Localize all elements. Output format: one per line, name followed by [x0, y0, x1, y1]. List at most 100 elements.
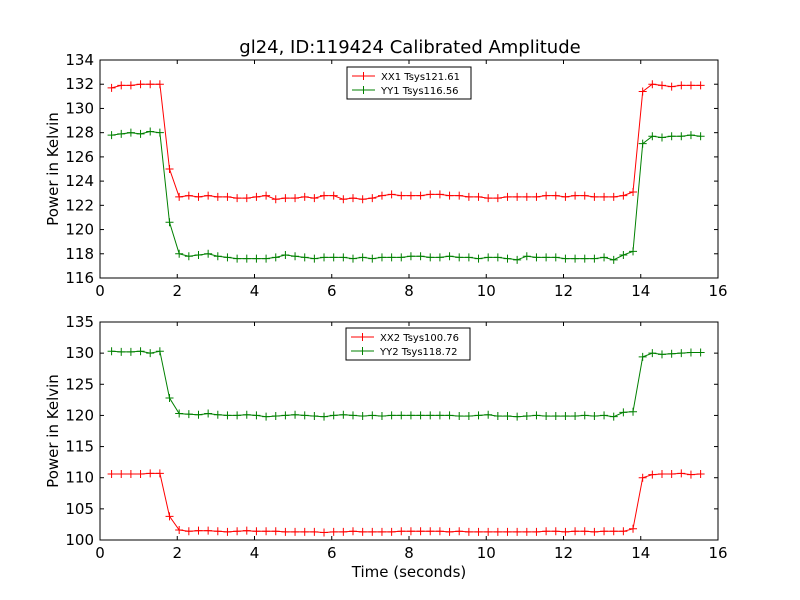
y-tick-label: 110 [65, 469, 94, 487]
data-point [406, 191, 415, 200]
data-point [542, 191, 551, 200]
data-point [300, 192, 309, 201]
data-point [513, 192, 522, 201]
data-point [474, 411, 483, 420]
data-point [600, 192, 609, 201]
data-point [619, 191, 628, 200]
data-point [368, 254, 377, 263]
x-tick-label: 0 [95, 282, 105, 300]
y-tick-label: 132 [65, 75, 94, 93]
data-point [619, 408, 628, 417]
data-point [657, 350, 666, 359]
data-point [561, 527, 570, 536]
x-tick-label: 12 [554, 282, 573, 300]
data-point [320, 528, 329, 537]
data-point [233, 527, 242, 536]
data-point [493, 194, 502, 203]
data-point [320, 191, 329, 200]
data-point [184, 410, 193, 419]
data-point [686, 81, 695, 90]
legend-label: XX1 Tsys121.61 [381, 72, 460, 83]
data-point [329, 411, 338, 420]
data-point [165, 165, 174, 173]
y-tick-label: 135 [65, 313, 94, 331]
data-point [464, 527, 473, 536]
data-point [696, 81, 705, 90]
data-point [377, 191, 386, 200]
data-point [561, 254, 570, 263]
data-point [551, 191, 560, 200]
data-point [175, 249, 184, 258]
data-point [300, 527, 309, 536]
data-point [580, 191, 589, 200]
x-tick-label: 10 [477, 544, 496, 562]
data-point [445, 411, 454, 420]
data-point [262, 254, 271, 263]
data-point [310, 194, 319, 203]
data-point [165, 393, 174, 402]
x-tick-label: 4 [250, 282, 260, 300]
data-point [638, 473, 647, 482]
data-point [600, 253, 609, 262]
data-point [542, 412, 551, 421]
data-point [310, 527, 319, 536]
data-point [657, 469, 666, 478]
data-point [464, 192, 473, 201]
x-tick-label: 2 [172, 282, 182, 300]
data-point [136, 347, 145, 356]
y-tick-label: 134 [65, 51, 94, 69]
data-point [242, 254, 251, 263]
y-tick-label: 118 [65, 245, 94, 263]
data-point [435, 527, 444, 536]
data-point [146, 80, 155, 89]
data-point [522, 412, 531, 421]
data-point [609, 192, 618, 201]
data-point [126, 128, 135, 137]
y-tick-label: 125 [65, 375, 94, 393]
legend-marker [359, 86, 368, 94]
x-tick-label: 4 [250, 544, 260, 562]
data-point [696, 348, 705, 357]
data-point [165, 218, 174, 227]
data-point [455, 253, 464, 262]
data-point [358, 527, 367, 536]
data-point [146, 127, 155, 136]
legend-marker [359, 72, 368, 80]
data-point [377, 253, 386, 262]
data-point [416, 527, 425, 536]
data-point [677, 132, 686, 141]
data-point [271, 253, 280, 262]
data-point [648, 132, 657, 141]
data-point [493, 412, 502, 421]
data-point [387, 190, 396, 199]
data-point [107, 469, 116, 478]
data-point [117, 347, 126, 356]
data-point [242, 194, 251, 203]
data-point [155, 128, 164, 137]
legend: XX2 Tsys100.76 YY2 Tsys118.72 [345, 327, 471, 361]
data-point [648, 349, 657, 358]
data-point [126, 81, 135, 90]
legend-box [346, 66, 472, 100]
data-point [667, 469, 676, 478]
data-point [300, 411, 309, 420]
data-point [416, 191, 425, 200]
data-point [291, 252, 300, 261]
data-point [397, 191, 406, 200]
data-point [348, 194, 357, 203]
y-tick-label: 105 [65, 500, 94, 518]
data-point [223, 527, 232, 536]
data-point [368, 411, 377, 420]
data-point [503, 412, 512, 421]
data-point [204, 526, 213, 535]
data-point [107, 83, 116, 92]
series-1 [107, 469, 705, 537]
data-point [503, 254, 512, 263]
data-point [271, 195, 280, 204]
data-point [686, 348, 695, 357]
data-point [686, 470, 695, 479]
data-point [155, 347, 164, 356]
data-point [107, 347, 116, 356]
data-point [117, 81, 126, 90]
x-tick-label: 10 [477, 282, 496, 300]
